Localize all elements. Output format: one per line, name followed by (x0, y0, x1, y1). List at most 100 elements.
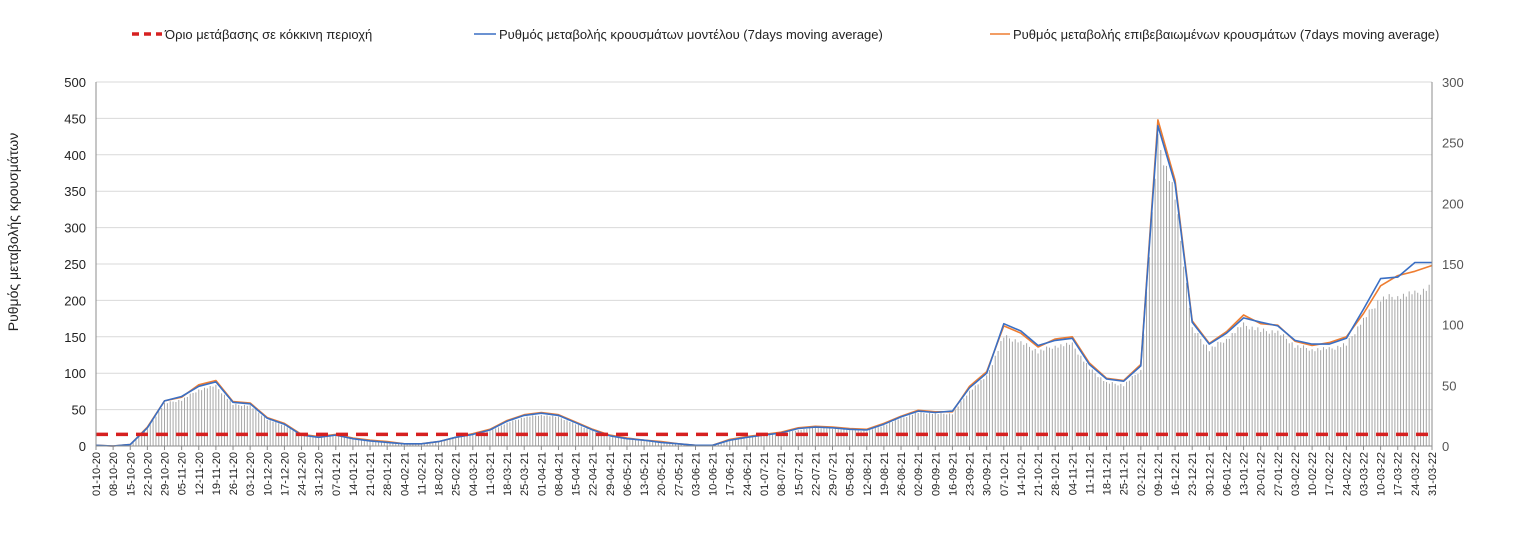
x-tick-label: 13-05-21 (639, 452, 651, 496)
x-tick-label: 20-01-22 (1256, 452, 1268, 496)
x-tick-label: 15-10-20 (125, 452, 137, 496)
x-tick-label: 07-01-21 (331, 452, 343, 496)
x-tick-label: 08-04-21 (554, 452, 566, 496)
axes: 0 50 100 150 200 250 300 350 400 450 500 0 50 100 150 2… (64, 75, 1463, 496)
x-tick-label: 31-12-20 (314, 452, 326, 496)
y-tick-label: 250 (64, 257, 86, 272)
y2-tick-label: 150 (1442, 257, 1464, 272)
x-tick-label: 04-03-21 (468, 452, 480, 496)
x-tick-label: 22-10-20 (142, 452, 154, 496)
grid (96, 81, 1432, 447)
x-tick-label: 10-06-21 (708, 452, 720, 496)
x-tick-label: 10-12-20 (262, 452, 274, 496)
x-tick-label: 30-12-21 (1204, 452, 1216, 496)
x-tick-label: 04-11-21 (1067, 452, 1079, 495)
x-tick-label: 02-09-21 (913, 452, 925, 496)
x-tick-label: 16-09-21 (947, 452, 959, 496)
x-tick-label: 05-08-21 (845, 452, 857, 496)
x-tick-label: 26-08-21 (896, 452, 908, 496)
x-tick-label: 25-03-21 (519, 452, 531, 496)
x-tick-label: 11-11-21 (1084, 452, 1096, 494)
y-tick-label: 150 (64, 330, 86, 345)
x-tick-label: 01-10-20 (91, 452, 103, 496)
y-tick-label: 200 (64, 293, 86, 308)
x-tick-label: 08-10-20 (108, 452, 120, 496)
x-tick-label: 17-06-21 (725, 452, 737, 496)
x-tick-label: 15-04-21 (571, 452, 583, 496)
x-tick-label: 14-10-21 (1016, 452, 1028, 496)
x-tick-label: 23-09-21 (965, 452, 977, 496)
x-tick-label: 22-04-21 (588, 452, 600, 496)
x-tick-label: 25-02-21 (451, 452, 463, 496)
x-tick-label: 19-11-20 (211, 452, 223, 495)
x-tick-label: 12-08-21 (862, 452, 874, 496)
x-tick-label: 17-02-22 (1324, 452, 1336, 496)
x-tick-label: 06-05-21 (622, 452, 634, 496)
x-tick-label: 08-07-21 (776, 452, 788, 496)
x-tick-label: 13-01-22 (1239, 452, 1251, 496)
y2-tick-label: 100 (1442, 318, 1464, 333)
x-tick-label: 24-02-22 (1341, 452, 1353, 496)
x-tick-label: 15-07-21 (793, 452, 805, 496)
x-tick-label: 20-05-21 (656, 452, 668, 496)
x-tick-label: 29-07-21 (828, 452, 840, 496)
y-axis-title: Ρυθμός μεταβολής κρουσμάτων (5, 133, 21, 331)
x-tick-label: 28-01-21 (382, 452, 394, 496)
x-tick-label: 01-04-21 (536, 452, 548, 496)
x-tick-label: 03-03-22 (1359, 452, 1371, 496)
x-tick-label: 06-01-22 (1222, 452, 1234, 496)
x-tick-label: 24-06-21 (742, 452, 754, 496)
x-tick-label: 24-03-22 (1410, 452, 1422, 496)
x-tick-label: 30-09-21 (982, 452, 994, 496)
x-tick-label: 16-12-21 (1170, 452, 1182, 496)
x-tick-label: 10-02-22 (1307, 452, 1319, 496)
x-tick-label: 12-11-20 (194, 452, 206, 495)
x-tick-label: 24-12-20 (297, 452, 309, 496)
bar-series (95, 134, 1433, 446)
x-tick-label: 27-01-22 (1273, 452, 1285, 496)
y-tick-label: 500 (64, 75, 86, 90)
y-tick-label: 400 (64, 148, 86, 163)
x-tick-label: 09-12-21 (1153, 452, 1165, 496)
x-tick-label: 19-08-21 (879, 452, 891, 496)
x-tick-label: 23-12-21 (1187, 452, 1199, 496)
legend-label-confirmed: Ρυθμός μεταβολής επιβεβαιωμένων κρουσμάτ… (1013, 27, 1439, 42)
x-tick-label: 22-07-21 (810, 452, 822, 496)
x-tick-label: 26-11-20 (228, 452, 240, 495)
y2-tick-label: 300 (1442, 75, 1464, 90)
legend-label-model: Ρυθμός μεταβολής κρουσμάτων μοντέλου (7d… (499, 27, 883, 42)
x-tick-label: 29-10-20 (160, 452, 172, 496)
y2-tick-label: 200 (1442, 196, 1464, 211)
x-tick-label: 09-09-21 (930, 452, 942, 496)
y-tick-label: 450 (64, 111, 86, 126)
x-tick-label: 31-03-22 (1427, 452, 1439, 496)
x-tick-label: 11-03-21 (485, 452, 497, 495)
x-tick-label: 07-10-21 (999, 452, 1011, 496)
x-tick-label: 17-12-20 (279, 452, 291, 496)
x-tick-label: 02-12-21 (1136, 452, 1148, 496)
line-series (95, 119, 1433, 447)
x-tick-label: 10-03-22 (1376, 452, 1388, 496)
y2-tick-label: 50 (1442, 378, 1456, 393)
y-tick-label: 350 (64, 184, 86, 199)
x-tick-label: 04-02-21 (399, 452, 411, 496)
x-tick-label: 11-02-21 (416, 452, 428, 495)
legend-label-threshold: Όριο μετάβασης σε κόκκινη περιοχή (164, 27, 372, 42)
x-tick-label: 21-01-21 (365, 452, 377, 496)
x-tick-label: 01-07-21 (759, 452, 771, 496)
y2-tick-label: 250 (1442, 136, 1464, 151)
x-tick-label: 27-05-21 (673, 452, 685, 496)
x-tick-label: 03-02-22 (1290, 452, 1302, 496)
x-tick-label: 28-10-21 (1050, 452, 1062, 496)
x-tick-label: 18-02-21 (434, 452, 446, 496)
y2-tick-label: 0 (1442, 439, 1449, 454)
legend: Όριο μετάβασης σε κόκκινη περιοχή Ρυθμός… (132, 27, 1439, 42)
x-tick-label: 29-04-21 (605, 452, 617, 496)
x-tick-label: 18-03-21 (502, 452, 514, 496)
x-tick-label: 17-03-22 (1393, 452, 1405, 496)
y-tick-label: 100 (64, 366, 86, 381)
x-tick-label: 03-12-20 (245, 452, 257, 496)
x-tick-label: 14-01-21 (348, 452, 360, 496)
